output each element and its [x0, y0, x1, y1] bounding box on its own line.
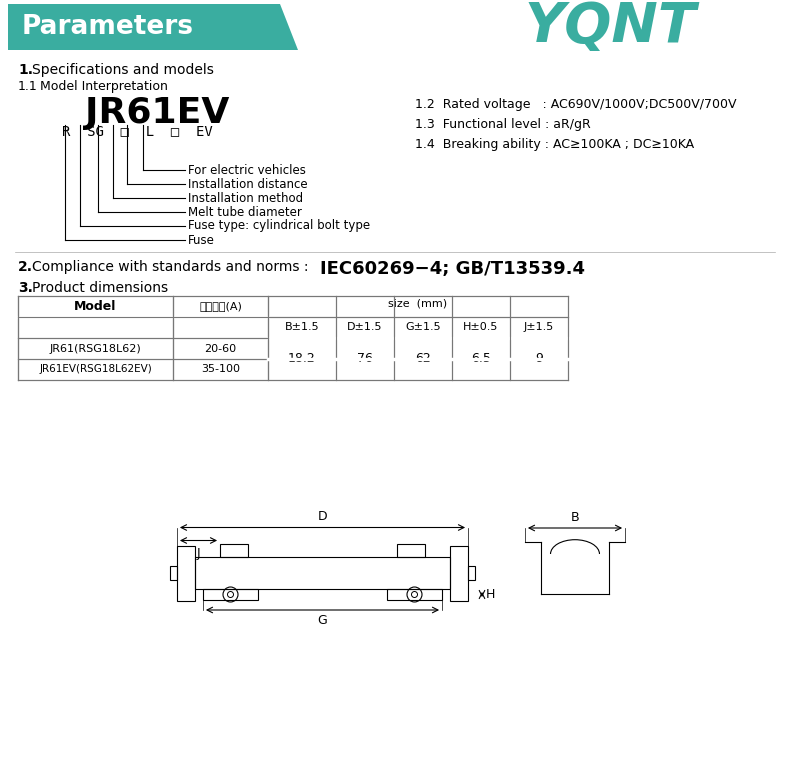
Text: IEC60269−4; GB/T13539.4: IEC60269−4; GB/T13539.4: [320, 260, 585, 278]
Bar: [220, 544, 248, 557]
Text: YQNT: YQNT: [524, 0, 696, 54]
Text: 18.2: 18.2: [288, 353, 316, 366]
Text: B: B: [570, 511, 579, 524]
Bar: [468, 566, 475, 580]
Text: 电流等级(A): 电流等级(A): [199, 302, 242, 312]
Bar: [177, 545, 195, 601]
Text: J: J: [197, 548, 201, 561]
Text: Product dimensions: Product dimensions: [32, 281, 168, 295]
Text: H±0.5: H±0.5: [463, 323, 498, 333]
Text: 3.: 3.: [18, 281, 33, 295]
Text: Model: Model: [74, 300, 117, 313]
Text: size  (mm): size (mm): [389, 299, 448, 309]
Text: J±1.5: J±1.5: [524, 323, 554, 333]
Text: G: G: [318, 614, 327, 627]
Text: JR61EV(RSG18L62EV): JR61EV(RSG18L62EV): [40, 365, 152, 375]
Text: R  SG  □  L  □  EV: R SG □ L □ EV: [62, 124, 213, 138]
Text: 1.2  Rated voltage   : AC690V/1000V;DC500V/700V: 1.2 Rated voltage : AC690V/1000V;DC500V/…: [415, 98, 736, 111]
Text: Fuse type: cylindrical bolt type: Fuse type: cylindrical bolt type: [188, 220, 371, 233]
Text: 62: 62: [415, 353, 431, 366]
Text: 1.4  Breaking ability : AC≥100KA ; DC≥10KA: 1.4 Breaking ability : AC≥100KA ; DC≥10K…: [415, 138, 694, 151]
Text: Installation distance: Installation distance: [188, 177, 307, 190]
Bar: [450, 545, 468, 601]
Text: D: D: [318, 511, 327, 524]
Text: Model Interpretation: Model Interpretation: [40, 80, 167, 93]
Text: 6.5: 6.5: [471, 353, 491, 366]
Text: Specifications and models: Specifications and models: [32, 63, 214, 77]
Text: 76: 76: [357, 353, 373, 366]
Bar: [203, 589, 258, 600]
Bar: [397, 544, 425, 557]
Bar: [387, 589, 442, 600]
Bar: [195, 557, 450, 589]
Text: H: H: [486, 588, 495, 601]
Text: Parameters: Parameters: [22, 14, 194, 40]
Bar: [170, 566, 177, 580]
Text: 9: 9: [535, 353, 543, 366]
Text: B±1.5: B±1.5: [284, 323, 319, 333]
Text: D±1.5: D±1.5: [348, 323, 382, 333]
Text: 35-100: 35-100: [201, 365, 240, 375]
Text: G±1.5: G±1.5: [405, 323, 441, 333]
Text: 1.1: 1.1: [18, 80, 38, 93]
Text: Compliance with standards and norms :: Compliance with standards and norms :: [32, 260, 309, 274]
Text: Fuse: Fuse: [188, 233, 215, 247]
Text: For electric vehicles: For electric vehicles: [188, 164, 306, 177]
Text: 1.: 1.: [18, 63, 33, 77]
Text: 20-60: 20-60: [205, 343, 236, 353]
Text: JR61EV: JR61EV: [85, 96, 229, 130]
Text: Installation method: Installation method: [188, 191, 303, 204]
Text: JR61(RSG18L62): JR61(RSG18L62): [50, 343, 141, 353]
Text: 2.: 2.: [18, 260, 33, 274]
Text: Melt tube diameter: Melt tube diameter: [188, 206, 302, 219]
Text: 1.3  Functional level : aR/gR: 1.3 Functional level : aR/gR: [415, 118, 591, 131]
Polygon shape: [8, 4, 298, 50]
